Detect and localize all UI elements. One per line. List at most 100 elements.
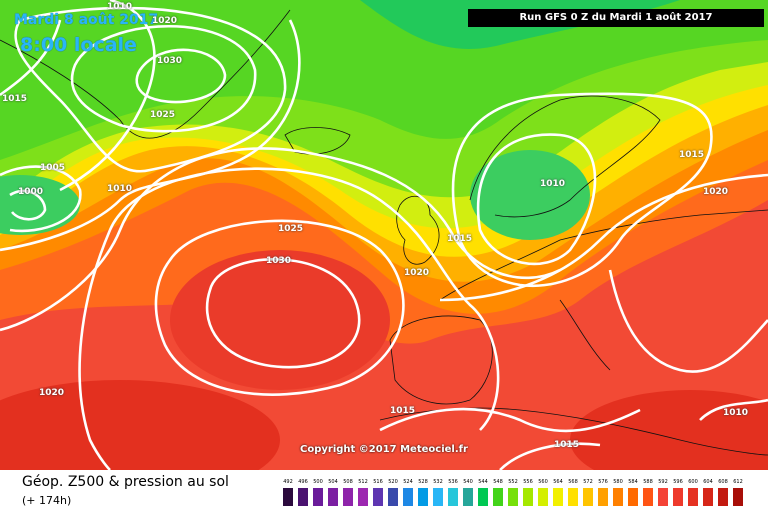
scale-label: 576 [598,479,608,485]
scale-label: 604 [703,479,713,485]
scale-label: 592 [658,479,668,485]
scale-entry: 528 [417,478,429,508]
geopotential-band-548 [0,0,768,160]
scale-swatch [463,488,473,506]
pressure-label: 1000 [18,187,44,197]
isobar-1010-north [59,0,156,192]
pressure-label: 1015 [554,440,580,450]
scale-swatch [373,488,383,506]
geopotential-band-544-east [470,150,590,240]
scale-swatch [328,488,338,506]
pressure-label: 1015 [447,234,473,244]
italy-coast [559,299,611,371]
scale-swatch [703,488,713,506]
scale-label: 540 [463,479,473,485]
isobar-1020-east [439,173,768,302]
scale-label: 500 [313,479,323,485]
isobar-1020-high [78,167,500,470]
scale-label: 580 [613,479,623,485]
scale-entry: 560 [537,478,549,508]
scale-label: 600 [688,479,698,485]
scale-label: 504 [328,479,338,485]
scale-swatch [658,488,668,506]
scale-swatch [433,488,443,506]
copyright-notice: Copyright ©2017 Meteociel.fr [300,444,468,455]
scale-label: 552 [508,479,518,485]
scale-swatch [313,488,323,506]
forecast-date: Mardi 8 août 2017 [14,12,159,28]
scale-label: 516 [373,479,383,485]
isobar-1015-south [379,407,641,433]
scale-entry: 596 [672,478,684,508]
scale-entry: 572 [582,478,594,508]
scale-swatch [403,488,413,506]
scale-entry: 608 [717,478,729,508]
scale-entry: 548 [492,478,504,508]
scale-entry: 600 [687,478,699,508]
scale-entry: 536 [447,478,459,508]
scale-label: 596 [673,479,683,485]
scale-label: 544 [478,479,488,485]
scale-entry: 568 [567,478,579,508]
scale-swatch [643,488,653,506]
legend-footer: Géop. Z500 & pression au sol (+ 174h) 49… [0,470,768,512]
geopotential-band-600 [170,250,390,390]
scale-swatch [358,488,368,506]
forecast-time: 8:00 locale [20,34,137,56]
scale-swatch [478,488,488,506]
scale-entry: 576 [597,478,609,508]
isobar-1030-north [135,48,227,104]
scale-entry: 500 [312,478,324,508]
scale-label: 572 [583,479,593,485]
scale-entry: 532 [432,478,444,508]
scale-swatch [508,488,518,506]
scale-swatch [598,488,608,506]
scale-entry: 540 [462,478,474,508]
scale-swatch [538,488,548,506]
scale-label: 608 [718,479,728,485]
iberia-coast [389,315,493,405]
scale-entry: 516 [372,478,384,508]
scale-entry: 544 [477,478,489,508]
isobar-1000-west [9,189,47,221]
pressure-label: 1015 [2,94,28,104]
pressure-label: 1020 [703,187,729,197]
scale-entry: 580 [612,478,624,508]
scale-entry: 520 [387,478,399,508]
scale-label: 520 [388,479,398,485]
scale-entry: 584 [627,478,639,508]
scale-entry: 592 [657,478,669,508]
scale-label: 536 [448,479,458,485]
scale-entry: 564 [552,478,564,508]
isobar-1030-high [205,258,361,369]
scale-label: 588 [643,479,653,485]
scale-entry: 556 [522,478,534,508]
scale-entry: 612 [732,478,744,508]
scale-label: 512 [358,479,368,485]
pressure-label: 1030 [266,256,292,266]
isobar-1015-east [608,269,768,373]
isobar-1010-south [699,398,768,421]
scale-swatch [673,488,683,506]
scale-swatch [583,488,593,506]
scale-swatch [718,488,728,506]
geopotential-band-604-east [570,390,768,470]
isobar-1015-southwest [499,442,601,470]
greenland-coast [0,9,291,139]
scale-label: 568 [568,479,578,485]
scale-label: 528 [418,479,428,485]
scale-entry: 588 [642,478,654,508]
pressure-label: 1025 [150,110,176,120]
isobar-1005-west [0,165,82,233]
geopotential-band-604 [0,380,280,470]
scale-entry: 512 [357,478,369,508]
pressure-label: 1015 [679,150,705,160]
scale-entry: 504 [327,478,339,508]
pressure-label: 1020 [404,268,430,278]
europe-coast [439,209,768,301]
isobar-1015-low [451,92,713,288]
scale-swatch [343,488,353,506]
scale-label: 564 [553,479,563,485]
scale-entry: 524 [402,478,414,508]
scale-swatch [523,488,533,506]
